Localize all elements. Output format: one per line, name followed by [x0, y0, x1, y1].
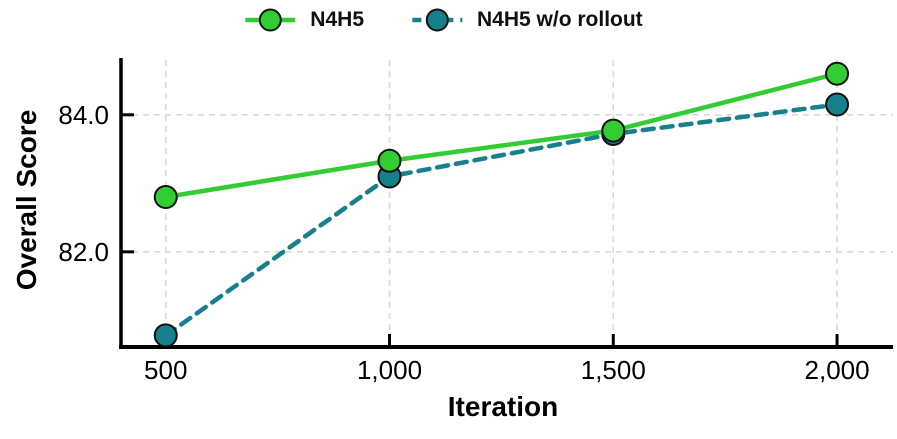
legend-marker [258, 8, 282, 32]
legend-label-n4h5-wo-rollout: N4H5 w/o rollout [477, 8, 643, 31]
x-tick-label: 500 [144, 355, 187, 385]
data-point-series-0 [377, 148, 402, 173]
legend-item-n4h5: N4H5 [243, 8, 364, 32]
x-axis-title: Iteration [447, 391, 559, 422]
y-tick-label: 84.0 [58, 100, 109, 130]
y-tick-label: 82.0 [58, 237, 109, 267]
y-axis-title: Overall Score [11, 109, 42, 291]
data-point-series-0 [153, 185, 178, 210]
series-line-1 [163, 102, 840, 338]
x-tick-label: 2,000 [805, 355, 870, 385]
data-point-series-1 [153, 323, 178, 348]
x-tick-label: 1,500 [581, 355, 646, 385]
x-tick-label: 1,000 [357, 355, 422, 385]
legend-dashed-line-marker-icon [412, 8, 463, 32]
legend-item-n4h5-wo-rollout: N4H5 w/o rollout [410, 8, 643, 32]
data-point-series-1 [825, 92, 850, 117]
data-point-series-0 [601, 118, 626, 143]
data-point-series-0 [825, 61, 850, 86]
legend: N4H5 N4H5 w/o rollout [243, 8, 643, 32]
legend-label-n4h5: N4H5 [310, 8, 365, 31]
legend-solid-line-marker-icon [245, 8, 296, 32]
series-line-0 [163, 71, 840, 200]
legend-marker [425, 8, 449, 32]
